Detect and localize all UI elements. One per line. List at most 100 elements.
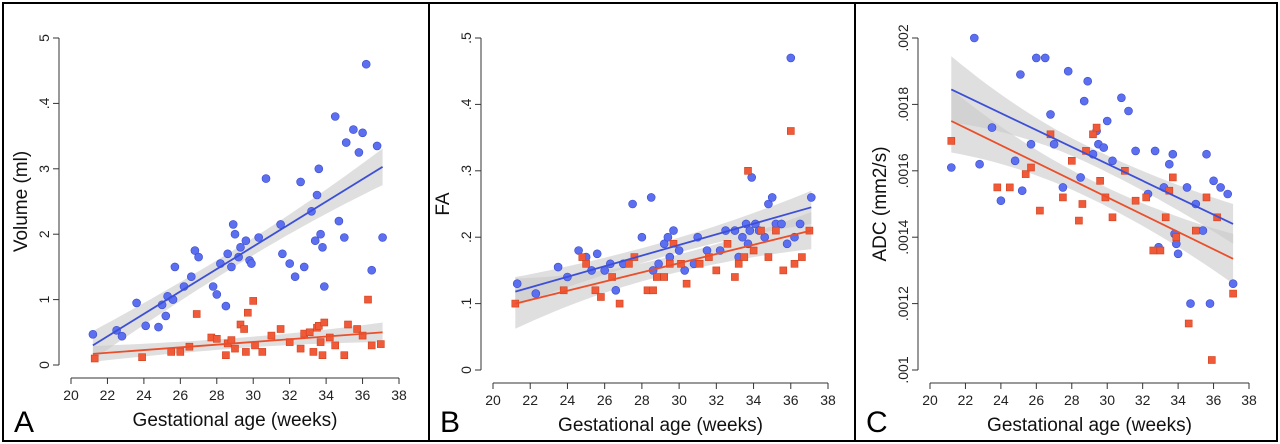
data-point-blue — [314, 164, 324, 174]
data-point-blue — [247, 259, 256, 268]
x-tick-label: 30 — [1099, 392, 1115, 408]
data-point-red — [1184, 319, 1193, 328]
chart-2: 20 22 24 26 28 30 32 34 36 38 .001 .0012 .0014 .0016.… — [866, 24, 1257, 439]
data-point-red — [649, 286, 657, 295]
data-point-red — [344, 320, 352, 329]
y-axis-title: ADC (mm2/s) — [870, 146, 891, 261]
data-point-red — [993, 183, 1002, 192]
y-tick-label: .0012 — [895, 286, 911, 321]
data-point-blue — [236, 243, 245, 252]
y-tick-label: .4 — [458, 98, 474, 110]
data-point-blue — [1205, 299, 1215, 308]
data-point-blue — [663, 232, 673, 242]
data-point-red — [90, 354, 99, 363]
data-point-blue — [318, 243, 327, 252]
data-point-blue — [764, 199, 773, 209]
x-tick-label: 32 — [709, 392, 725, 408]
y-tick-label: .5 — [458, 32, 474, 44]
data-point-blue — [1228, 279, 1238, 289]
data-point-blue — [1049, 139, 1059, 149]
data-point-blue — [574, 246, 583, 255]
data-point-red — [192, 310, 201, 318]
fit-line-blue — [92, 166, 384, 347]
data-point-blue — [1124, 106, 1133, 116]
data-point-blue — [361, 59, 371, 69]
data-point-red — [320, 318, 329, 327]
data-point-blue — [1076, 173, 1085, 182]
x-tick-label: 38 — [820, 392, 836, 408]
data-point-blue — [299, 262, 309, 272]
data-point-blue — [1168, 149, 1178, 159]
x-tick-label: 22 — [522, 392, 538, 408]
data-point-blue — [611, 285, 621, 295]
y-tick-label: .2 — [458, 231, 474, 243]
data-point-red — [1059, 193, 1067, 202]
data-point-blue — [358, 128, 367, 138]
data-point-blue — [659, 239, 669, 249]
data-point-red — [167, 348, 175, 356]
data-point-red — [749, 246, 758, 255]
data-point-blue — [1099, 143, 1108, 152]
data-point-blue — [285, 259, 295, 268]
data-point-red — [1006, 183, 1014, 192]
panel-c: 20 22 24 26 28 30 32 34 36 38 .001 .0012 .0014 .0016.… — [856, 4, 1276, 440]
data-point-blue — [223, 249, 232, 259]
data-point-blue — [947, 163, 956, 172]
data-point-blue — [767, 193, 777, 202]
y-tick-label: 1 — [36, 295, 52, 303]
data-point-blue — [1150, 146, 1160, 156]
data-point-red — [1156, 246, 1165, 255]
data-point-red — [242, 348, 250, 356]
data-point-blue — [339, 233, 349, 242]
data-point-blue — [654, 259, 663, 269]
data-point-blue — [316, 229, 325, 239]
confidence-band-red — [515, 212, 812, 329]
x-tick-label: 34 — [1170, 392, 1186, 408]
panel-b: 20 22 24 26 28 30 32 34 36 38 0 .1 .2 .3 .4 .5 Gestation… — [430, 4, 854, 440]
data-point-blue — [227, 262, 236, 272]
data-point-red — [244, 308, 252, 317]
data-point-red — [723, 240, 732, 248]
data-point-blue — [1216, 183, 1225, 192]
data-point-blue — [1063, 66, 1073, 76]
data-point-red — [367, 341, 376, 350]
fit-line-red — [515, 229, 812, 305]
data-point-blue — [154, 322, 163, 332]
confidence-band-red — [951, 89, 1234, 284]
data-point-blue — [1186, 299, 1195, 308]
data-point-red — [331, 341, 340, 350]
y-tick-label: .0018 — [895, 87, 911, 122]
data-point-red — [1131, 196, 1140, 205]
data-point-red — [764, 253, 773, 261]
data-point-blue — [372, 141, 382, 151]
data-point-red — [318, 351, 327, 360]
panel-label: A — [14, 406, 34, 439]
panel-a: 20 22 24 26 28 30 32 34 36 38 0 1 2 3 .4 5 Gestational a… — [4, 4, 428, 440]
data-point-blue — [996, 196, 1006, 205]
data-point-blue — [531, 289, 541, 298]
data-point-red — [1161, 213, 1170, 222]
x-tick-label: 20 — [63, 387, 79, 403]
y-tick-label: .3 — [458, 165, 474, 177]
data-point-blue — [1040, 53, 1050, 63]
data-point-blue — [330, 112, 340, 121]
panel-label: B — [440, 406, 460, 439]
x-tick-label: 36 — [355, 387, 371, 403]
data-point-blue — [254, 233, 263, 242]
data-point-red — [305, 328, 314, 337]
data-point-blue — [1209, 176, 1218, 186]
data-point-red — [213, 334, 221, 343]
panel-label: C — [866, 406, 888, 439]
y-axis-title: FA — [433, 192, 454, 216]
data-point-blue — [628, 199, 637, 209]
data-point-blue — [378, 233, 387, 242]
data-point-blue — [334, 216, 344, 226]
data-point-red — [734, 259, 743, 268]
x-tick-label: 30 — [671, 392, 687, 408]
chart-0: 20 22 24 26 28 30 32 34 36 38 0 1 2 3 .4 5 Gestational a… — [11, 34, 407, 439]
data-point-red — [695, 259, 704, 268]
data-point-blue — [230, 229, 240, 239]
data-point-blue — [702, 246, 712, 255]
data-point-blue — [1117, 93, 1126, 103]
